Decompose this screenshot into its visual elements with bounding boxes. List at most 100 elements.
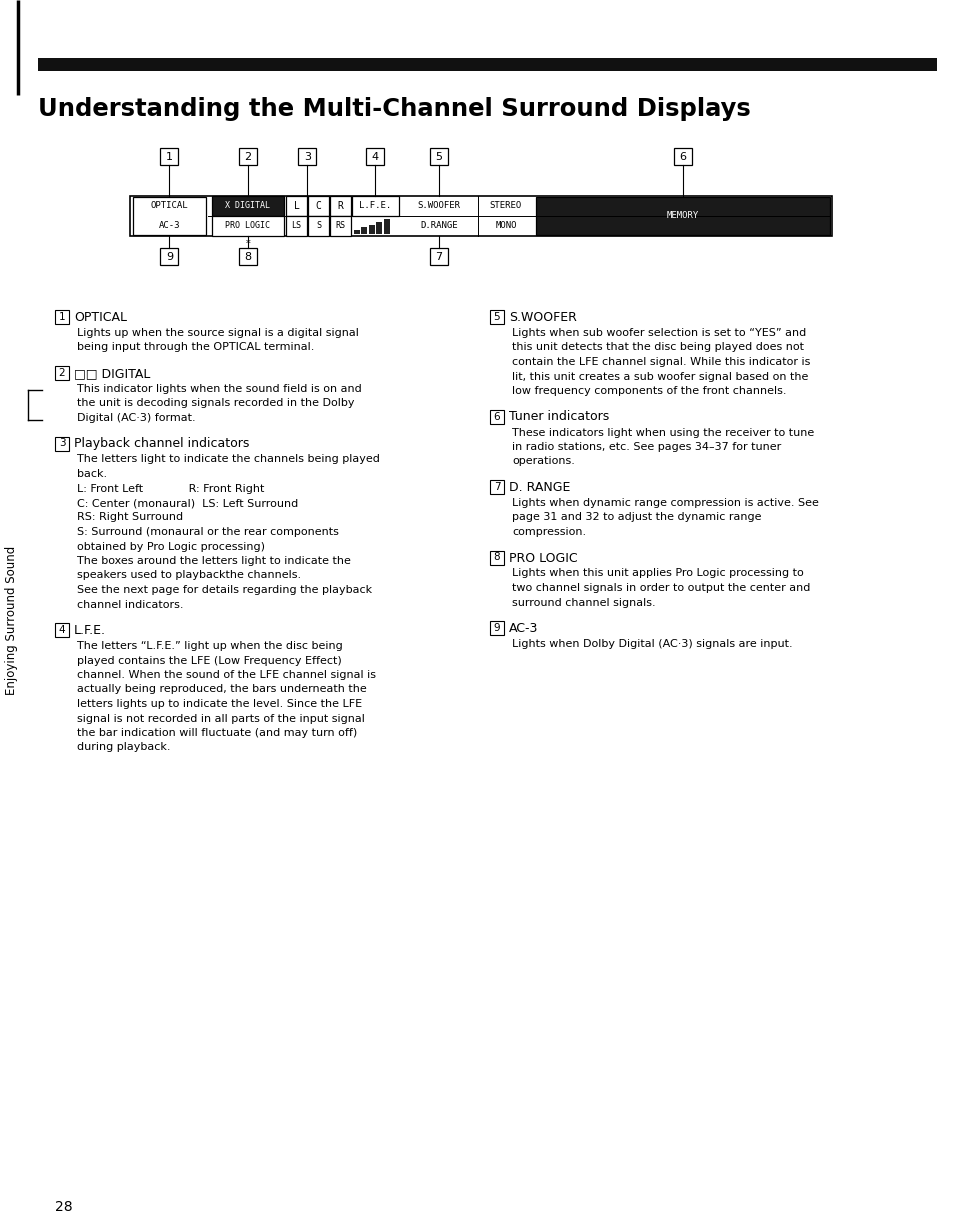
Bar xyxy=(352,196,398,216)
Text: R: R xyxy=(337,201,343,211)
Text: being input through the OPTICAL terminal.: being input through the OPTICAL terminal… xyxy=(77,343,314,352)
Text: Lights when this unit applies Pro Logic processing to: Lights when this unit applies Pro Logic … xyxy=(512,569,803,578)
Text: C: Center (monaural)  LS: Left Surround: C: Center (monaural) LS: Left Surround xyxy=(77,499,298,508)
Text: RS: Right Surround: RS: Right Surround xyxy=(77,512,183,522)
Text: this unit detects that the disc being played does not: this unit detects that the disc being pl… xyxy=(512,343,803,352)
Text: MONO: MONO xyxy=(495,221,517,231)
Bar xyxy=(239,248,256,265)
Bar xyxy=(490,550,503,565)
Text: X DIGITAL: X DIGITAL xyxy=(225,201,271,210)
Bar xyxy=(536,196,829,235)
Bar xyxy=(55,436,69,451)
Text: 3: 3 xyxy=(304,151,311,162)
Bar xyxy=(490,621,503,635)
Text: actually being reproduced, the bars underneath the: actually being reproduced, the bars unde… xyxy=(77,684,366,695)
Text: This indicator lights when the sound field is on and: This indicator lights when the sound fie… xyxy=(77,384,361,394)
Bar xyxy=(430,248,448,265)
Bar xyxy=(376,222,382,235)
Text: back.: back. xyxy=(77,469,107,479)
Text: channel. When the sound of the LFE channel signal is: channel. When the sound of the LFE chann… xyxy=(77,670,375,680)
Bar xyxy=(430,149,448,165)
Text: See the next page for details regarding the playback: See the next page for details regarding … xyxy=(77,585,372,596)
Bar xyxy=(354,230,359,235)
Bar xyxy=(366,149,384,165)
Text: channel indicators.: channel indicators. xyxy=(77,599,183,609)
Bar xyxy=(286,196,307,216)
Text: the unit is decoding signals recorded in the Dolby: the unit is decoding signals recorded in… xyxy=(77,399,355,409)
Text: L.F.E.: L.F.E. xyxy=(359,201,392,210)
Text: S.WOOFER: S.WOOFER xyxy=(509,311,577,324)
Text: PRO LOGIC: PRO LOGIC xyxy=(509,551,577,565)
Text: Playback channel indicators: Playback channel indicators xyxy=(74,437,249,451)
Text: page 31 and 32 to adjust the dynamic range: page 31 and 32 to adjust the dynamic ran… xyxy=(512,512,760,522)
Text: Tuner indicators: Tuner indicators xyxy=(509,410,609,424)
Text: Lights when dynamic range compression is active. See: Lights when dynamic range compression is… xyxy=(512,499,818,508)
Bar xyxy=(286,216,307,236)
Text: 6: 6 xyxy=(679,151,686,162)
Text: signal is not recorded in all parts of the input signal: signal is not recorded in all parts of t… xyxy=(77,713,364,723)
Text: compression.: compression. xyxy=(512,527,585,537)
Bar xyxy=(212,216,284,236)
Bar xyxy=(330,196,351,216)
Bar xyxy=(308,216,329,236)
Text: OPTICAL: OPTICAL xyxy=(151,201,188,210)
Text: AC-3: AC-3 xyxy=(158,221,180,231)
Text: letters lights up to indicate the level. Since the LFE: letters lights up to indicate the level.… xyxy=(77,699,362,709)
Text: in radio stations, etc. See pages 34–37 for tuner: in radio stations, etc. See pages 34–37 … xyxy=(512,442,781,452)
Text: two channel signals in order to output the center and: two channel signals in order to output t… xyxy=(512,583,809,593)
Text: MEMORY: MEMORY xyxy=(666,211,699,221)
Text: the bar indication will fluctuate (and may turn off): the bar indication will fluctuate (and m… xyxy=(77,728,356,738)
Text: 5: 5 xyxy=(493,312,499,322)
Bar xyxy=(55,623,69,637)
Bar xyxy=(130,196,831,236)
Bar xyxy=(330,216,351,236)
Text: 2: 2 xyxy=(59,368,65,378)
Bar xyxy=(490,409,503,424)
Bar xyxy=(55,366,69,379)
Text: contain the LFE channel signal. While this indicator is: contain the LFE channel signal. While th… xyxy=(512,357,809,367)
Bar xyxy=(239,149,256,165)
Bar xyxy=(212,196,284,216)
Text: Understanding the Multi-Channel Surround Displays: Understanding the Multi-Channel Surround… xyxy=(38,97,750,122)
Text: 5: 5 xyxy=(435,151,442,162)
Text: RS: RS xyxy=(335,221,345,231)
Text: Lights when sub woofer selection is set to “YES” and: Lights when sub woofer selection is set … xyxy=(512,328,805,338)
Bar xyxy=(55,309,69,324)
Text: L.F.E.: L.F.E. xyxy=(74,624,106,637)
Text: 7: 7 xyxy=(435,252,442,262)
Text: AC-3: AC-3 xyxy=(509,623,537,635)
Text: speakers used to playback​the channels.: speakers used to playback​the channels. xyxy=(77,571,301,581)
Bar xyxy=(369,225,375,235)
Bar xyxy=(308,196,329,216)
Text: LS: LS xyxy=(292,221,301,231)
Text: OPTICAL: OPTICAL xyxy=(74,311,127,324)
Text: 3: 3 xyxy=(59,438,65,448)
Bar xyxy=(384,219,390,235)
Bar xyxy=(673,149,691,165)
Text: operations.: operations. xyxy=(512,457,575,467)
Text: 9: 9 xyxy=(493,623,499,632)
Text: low frequency components of the front channels.: low frequency components of the front ch… xyxy=(512,386,785,395)
Text: L: Front Left             R: Front Right: L: Front Left R: Front Right xyxy=(77,484,264,494)
Text: □□ DIGITAL: □□ DIGITAL xyxy=(74,367,151,379)
Text: The boxes around the letters light to indicate the: The boxes around the letters light to in… xyxy=(77,556,351,566)
Text: D. RANGE: D. RANGE xyxy=(509,481,570,494)
Text: The letters light to indicate the channels being played: The letters light to indicate the channe… xyxy=(77,454,379,464)
Text: S.WOOFER: S.WOOFER xyxy=(417,201,460,210)
Bar xyxy=(298,149,316,165)
Text: played contains the LFE (Low Frequency Effect): played contains the LFE (Low Frequency E… xyxy=(77,656,341,666)
Bar xyxy=(160,248,178,265)
Bar xyxy=(490,309,503,324)
Text: 28: 28 xyxy=(55,1200,72,1214)
Text: during playback.: during playback. xyxy=(77,743,171,753)
Text: 6: 6 xyxy=(493,411,499,421)
Text: S: S xyxy=(315,221,320,231)
Text: 8: 8 xyxy=(244,252,252,262)
Text: *: * xyxy=(245,239,250,249)
Bar xyxy=(490,480,503,494)
Text: 4: 4 xyxy=(59,625,65,635)
Text: 8: 8 xyxy=(493,553,499,562)
Text: PRO LOGIC: PRO LOGIC xyxy=(225,221,271,231)
Text: STEREO: STEREO xyxy=(489,201,521,210)
Text: Enjoying Surround Sound: Enjoying Surround Sound xyxy=(6,545,18,695)
